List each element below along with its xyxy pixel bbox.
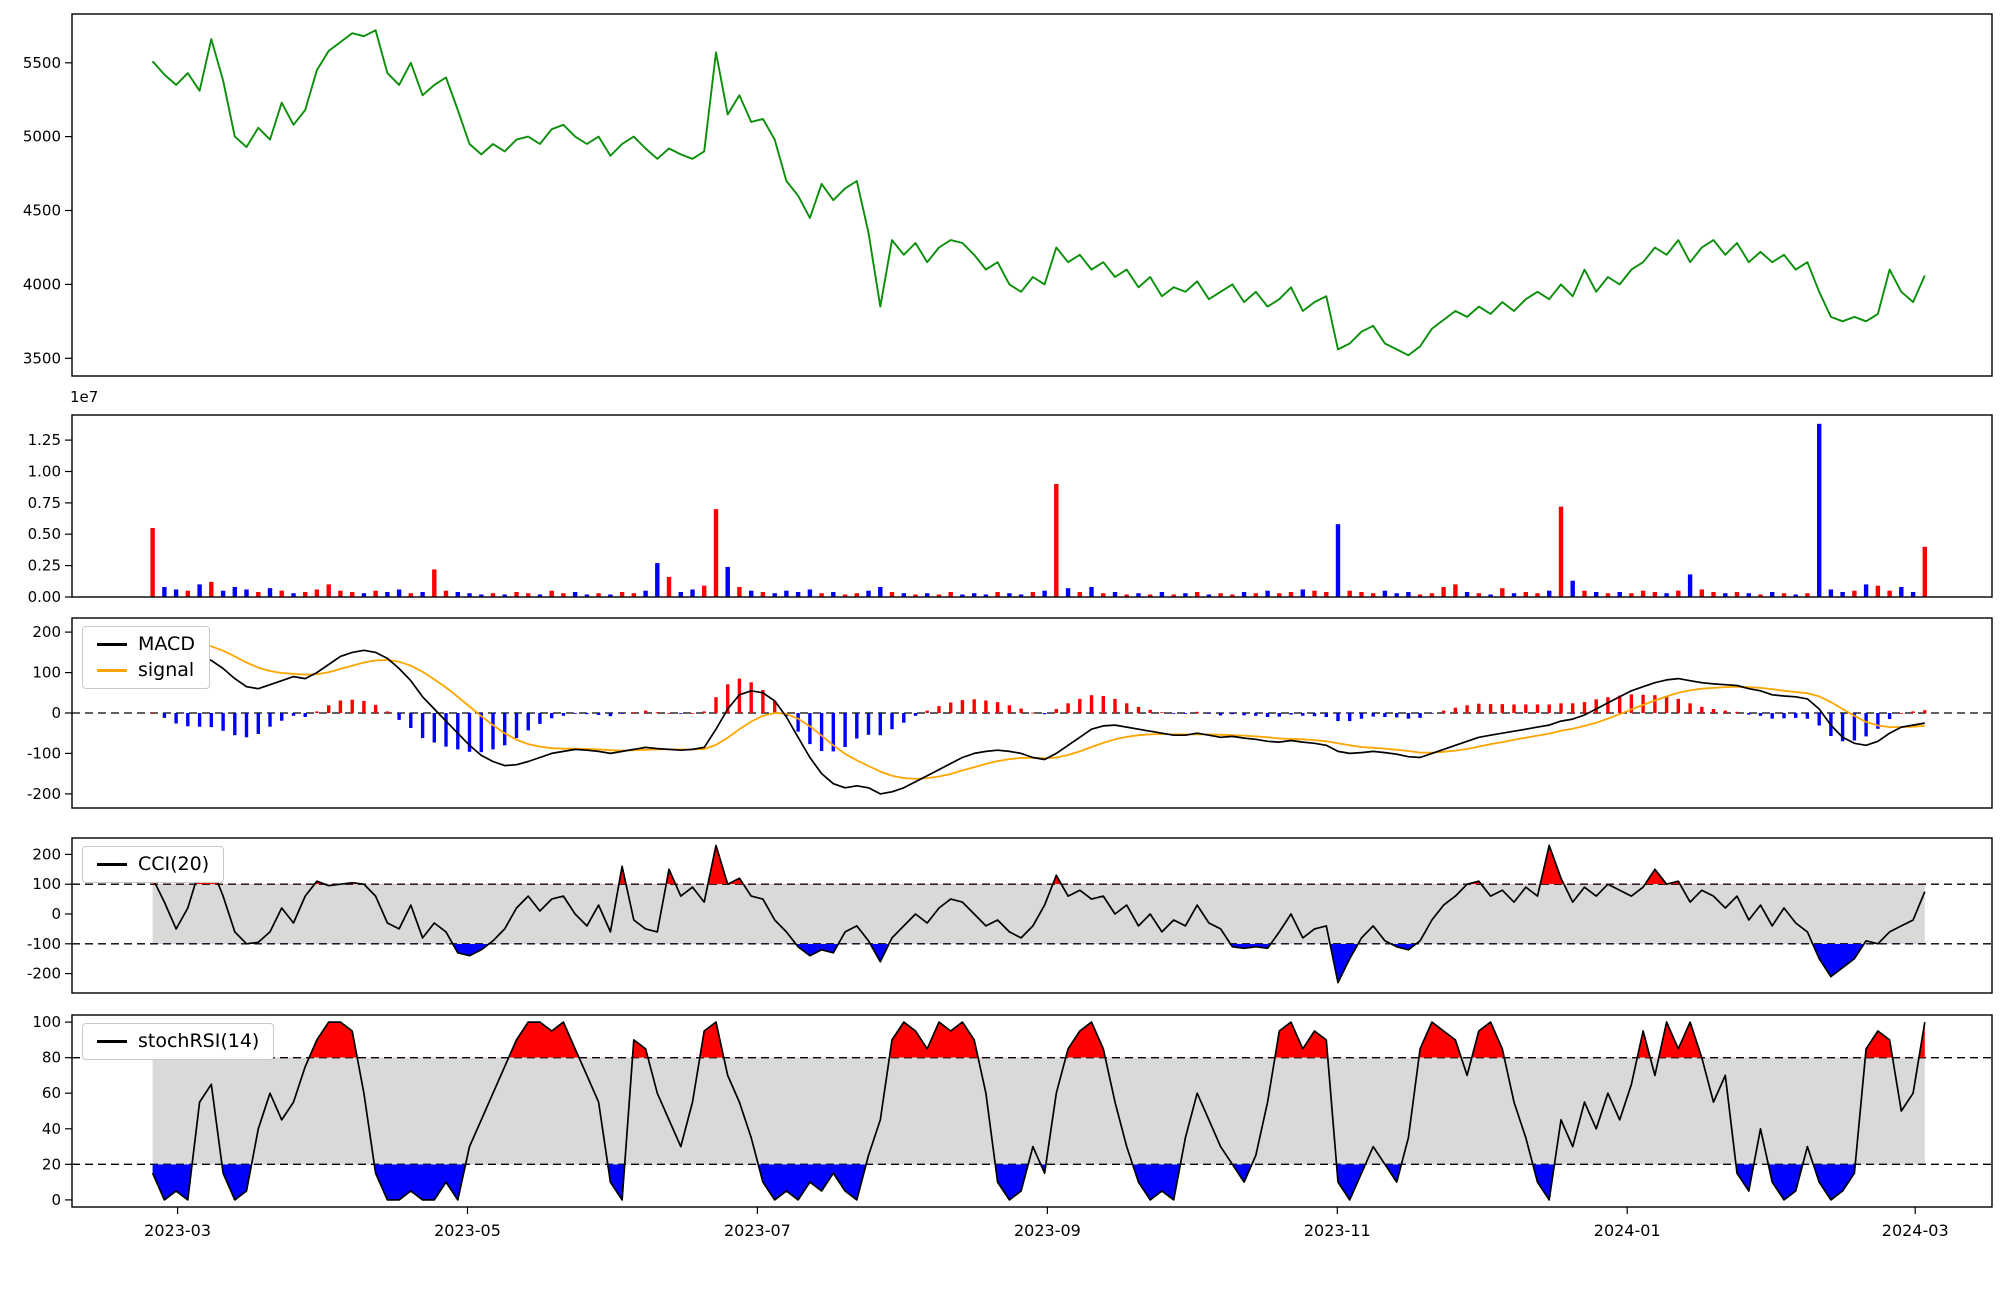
- stochrsi-y-axis: 0 20 40 60 80 100: [32, 1013, 72, 1209]
- macd-legend: MACD signal: [82, 626, 210, 689]
- signal-legend-entry: signal: [97, 661, 195, 680]
- volume-axis-scale-label: 1e7: [70, 388, 99, 406]
- macd-legend-entry: MACD: [97, 635, 195, 654]
- stochrsi-legend-label: stochRSI(14): [138, 1030, 260, 1052]
- y-tick-label: -100: [27, 744, 61, 762]
- signal-legend-label: signal: [138, 659, 195, 681]
- stochrsi-panel: 0 20 40 60 80 100: [32, 1013, 1993, 1209]
- macd-line-swatch: [97, 643, 127, 646]
- stochrsi-overbought-fill: [309, 1022, 1925, 1058]
- y-tick-label: 100: [32, 1013, 61, 1031]
- y-tick-label: 20: [42, 1155, 61, 1173]
- y-tick-label: -200: [27, 785, 61, 803]
- x-tick-label: 2023-11: [1304, 1221, 1371, 1240]
- y-tick-label: 0.50: [28, 525, 61, 543]
- y-tick-label: 0: [51, 704, 61, 722]
- volume-y-axis: 0.00 0.25 0.50 0.75 1.00 1.25: [28, 431, 72, 606]
- stochrsi-legend-entry: stochRSI(14): [97, 1032, 259, 1051]
- y-tick-label: 100: [32, 664, 61, 682]
- cci-legend-entry: CCI(20): [97, 855, 209, 874]
- y-tick-label: 100: [32, 875, 61, 893]
- stochrsi-neutral-band: [152, 1057, 1925, 1165]
- y-tick-label: 0.75: [28, 494, 61, 512]
- x-tick-label: 2023-09: [1014, 1221, 1081, 1240]
- y-tick-label: 0.00: [28, 588, 61, 606]
- cci-y-axis: -200 -100 0 100 200: [27, 845, 72, 983]
- price-panel: 3500 4000 4500 5000 5500: [23, 13, 1993, 377]
- y-tick-label: 0.25: [28, 557, 61, 575]
- y-tick-label: 1.25: [28, 431, 61, 449]
- y-tick-label: 40: [42, 1120, 61, 1138]
- signal-line: [152, 631, 1925, 780]
- y-tick-label: -200: [27, 965, 61, 983]
- cci-line: [151, 844, 1926, 984]
- macd-panel: -200 -100 0 100 200: [27, 617, 1993, 809]
- volume-bars: [150, 423, 1927, 597]
- volume-panel: 0.00 0.25 0.50 0.75 1.00 1.25: [28, 414, 1993, 606]
- price-line: [151, 29, 1926, 357]
- y-tick-label: 5500: [23, 54, 61, 72]
- stochrsi-legend: stochRSI(14): [82, 1023, 275, 1060]
- x-axis: 2023-03 2023-05 2023-07 2023-09 2023-11 2024-…: [144, 1207, 1949, 1240]
- cci-panel: -200 -100 0 100 200: [27, 837, 1993, 994]
- cci-line-swatch: [97, 863, 127, 866]
- macd-legend-label: MACD: [138, 633, 195, 655]
- signal-line-swatch: [97, 669, 127, 672]
- stochrsi-oversold-fill: [152, 1164, 1856, 1200]
- y-tick-label: -100: [27, 935, 61, 953]
- cci-legend-label: CCI(20): [138, 853, 210, 875]
- x-tick-label: 2023-07: [724, 1221, 791, 1240]
- y-tick-label: 4500: [23, 202, 61, 220]
- y-tick-label: 200: [32, 623, 61, 641]
- macd-y-axis: -200 -100 0 100 200: [27, 623, 72, 803]
- x-tick-label: 2023-03: [144, 1221, 211, 1240]
- x-tick-label: 2023-05: [434, 1221, 501, 1240]
- cci-legend: CCI(20): [82, 846, 225, 883]
- stochrsi-line: [151, 1021, 1926, 1201]
- price-y-axis: 3500 4000 4500 5000 5500: [23, 54, 72, 367]
- y-tick-label: 200: [32, 845, 61, 863]
- macd-line: [152, 631, 1925, 795]
- x-tick-label: 2024-01: [1594, 1221, 1661, 1240]
- y-tick-label: 4000: [23, 275, 61, 293]
- x-tick-label: 2024-03: [1882, 1221, 1949, 1240]
- y-tick-label: 0: [51, 1191, 61, 1209]
- stochrsi-line-swatch: [97, 1040, 127, 1043]
- y-tick-label: 1.00: [28, 463, 61, 481]
- y-tick-label: 80: [42, 1049, 61, 1067]
- y-tick-label: 60: [42, 1084, 61, 1102]
- y-tick-label: 0: [51, 905, 61, 923]
- y-tick-label: 5000: [23, 128, 61, 146]
- y-tick-label: 3500: [23, 349, 61, 367]
